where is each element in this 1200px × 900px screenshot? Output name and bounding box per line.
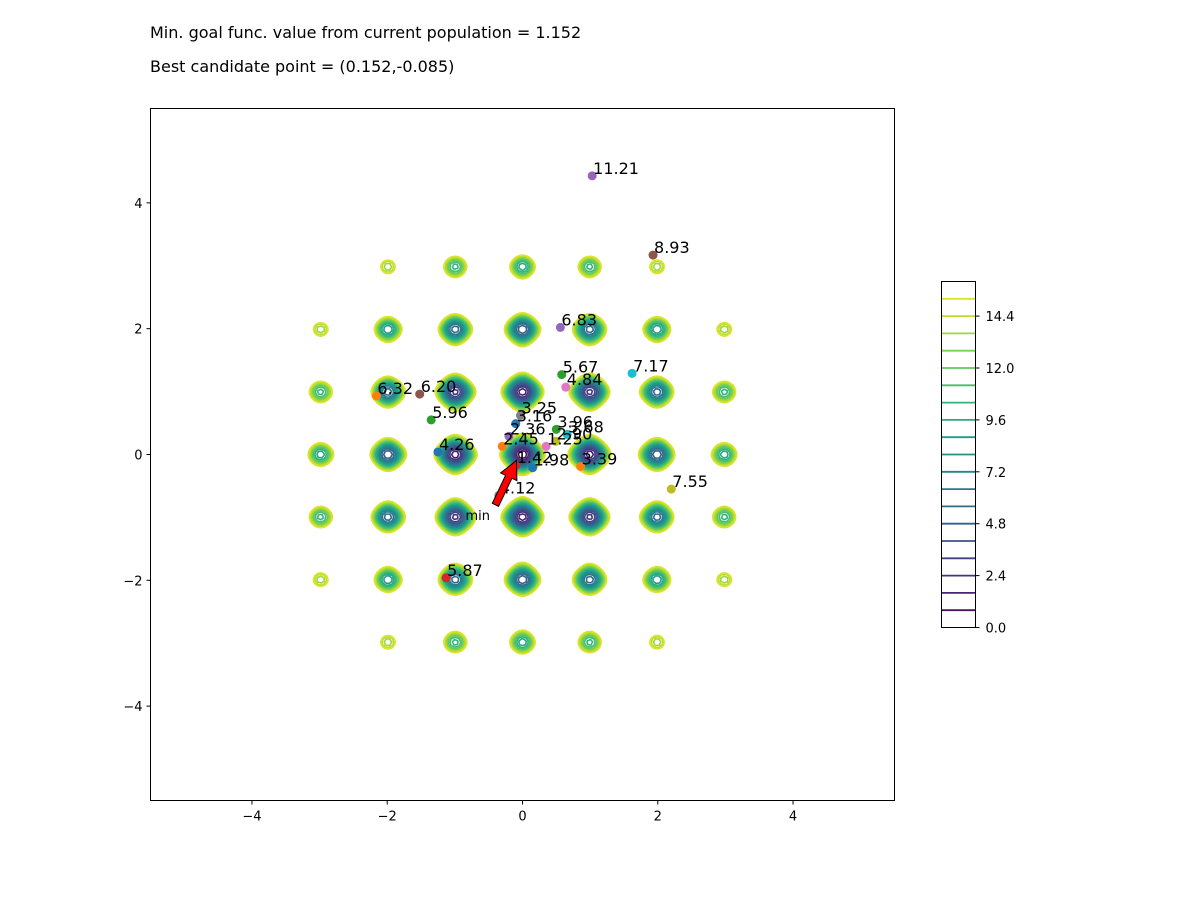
population-point [371,391,381,401]
population-point [497,441,507,451]
point-value-label: 1.42 [517,448,553,467]
min-goal-value-text: Min. goal func. value from current popul… [150,23,582,42]
population-point [515,410,525,420]
point-value-label: 7.17 [633,356,669,375]
x-tick-label: 4 [789,810,797,825]
population-point [666,484,676,494]
x-tick-label: 0 [518,810,526,825]
colorbar-tick-label: 12.0 [986,362,1015,377]
point-value-label: 11.21 [593,159,639,178]
colorbar-tick-label: 14.4 [986,310,1015,325]
point-value-label: 3.25 [521,398,557,417]
population-point [587,171,597,181]
colorbar-tick-label: 7.2 [986,466,1007,481]
point-value-label: 4.84 [567,370,603,389]
population-point [557,370,567,380]
contour-level-line [382,324,663,585]
y-tick-label: 0 [134,449,142,464]
point-value-label: 3.68 [568,417,604,436]
point-value-label: 7.55 [672,472,708,491]
x-tick-label: −2 [378,810,397,825]
population-point [541,441,551,451]
population-point [551,436,561,446]
point-value-label: 2.90 [557,424,593,443]
population-point [627,368,637,378]
population-point [561,382,571,392]
point-value-label: 1.25 [547,429,583,448]
population-point [433,447,443,457]
contour-level-line [378,320,667,589]
point-value-label: 6.32 [377,379,413,398]
point-value-label: 4.26 [439,435,475,454]
colorbar-tick-label: 2.4 [986,570,1007,585]
population-point [504,431,514,441]
y-tick-label: −2 [123,574,142,589]
population-point [551,424,561,434]
colorbar-tick-label: 9.6 [986,414,1007,429]
x-tick-label: 2 [654,810,662,825]
min-label: min [465,509,490,524]
population-point [415,389,425,399]
point-value-label: 5.96 [432,403,468,422]
contour-level-line [379,321,666,588]
point-value-label: 6.20 [421,377,457,396]
population-point [555,322,565,332]
contour-lines [307,254,738,655]
contour-level-line [448,385,597,524]
colorbar-frame [941,281,976,628]
point-value-label: 2.45 [503,429,539,448]
population-point [562,429,572,439]
colorbar-tick-label: 0.0 [986,622,1007,637]
point-value-label: 3.96 [557,412,593,431]
population-point [441,573,451,583]
contour-level-line [517,449,528,460]
point-value-label: 2.36 [510,419,546,438]
point-value-label: 1.98 [534,451,570,470]
y-tick-label: 2 [134,323,142,338]
colorbar: 0.0 2.4 4.8 7.2 9.6 12.0 14.4 [941,281,1015,637]
point-value-label: 5.87 [447,561,483,580]
point-value-label: 5.67 [563,358,599,377]
population-point [426,415,436,425]
population-point [648,250,658,260]
contour-level-line [307,254,738,655]
point-value-label: 8.93 [654,238,690,257]
min-annotation: min [465,459,518,524]
min-arrow [491,459,518,507]
contour-level-line [450,387,595,522]
y-tick-label: 4 [134,197,142,212]
x-tick-label: −4 [242,810,261,825]
population-point [528,463,538,473]
population-point [511,419,521,429]
point-value-label: 3.16 [517,407,553,426]
population-point [576,461,586,471]
population-points: 11.21 8.93 6.83 5.67 7.17 4.84 6.32 6.20 5.96 3.2… [371,159,708,583]
colorbar-tick-label: 4.8 [986,518,1007,533]
contour-level-line [447,384,598,525]
contour-level-line [381,322,664,587]
point-value-label: 6.83 [561,310,597,329]
axis-ticks: −4 −2 0 2 4 −4 −2 0 2 4 [123,197,797,825]
best-candidate-text: Best candidate point = (0.152,-0.085) [150,57,455,76]
point-value-label: 3.39 [582,449,618,468]
y-tick-label: −4 [123,700,142,715]
contour-level-line [446,383,599,526]
